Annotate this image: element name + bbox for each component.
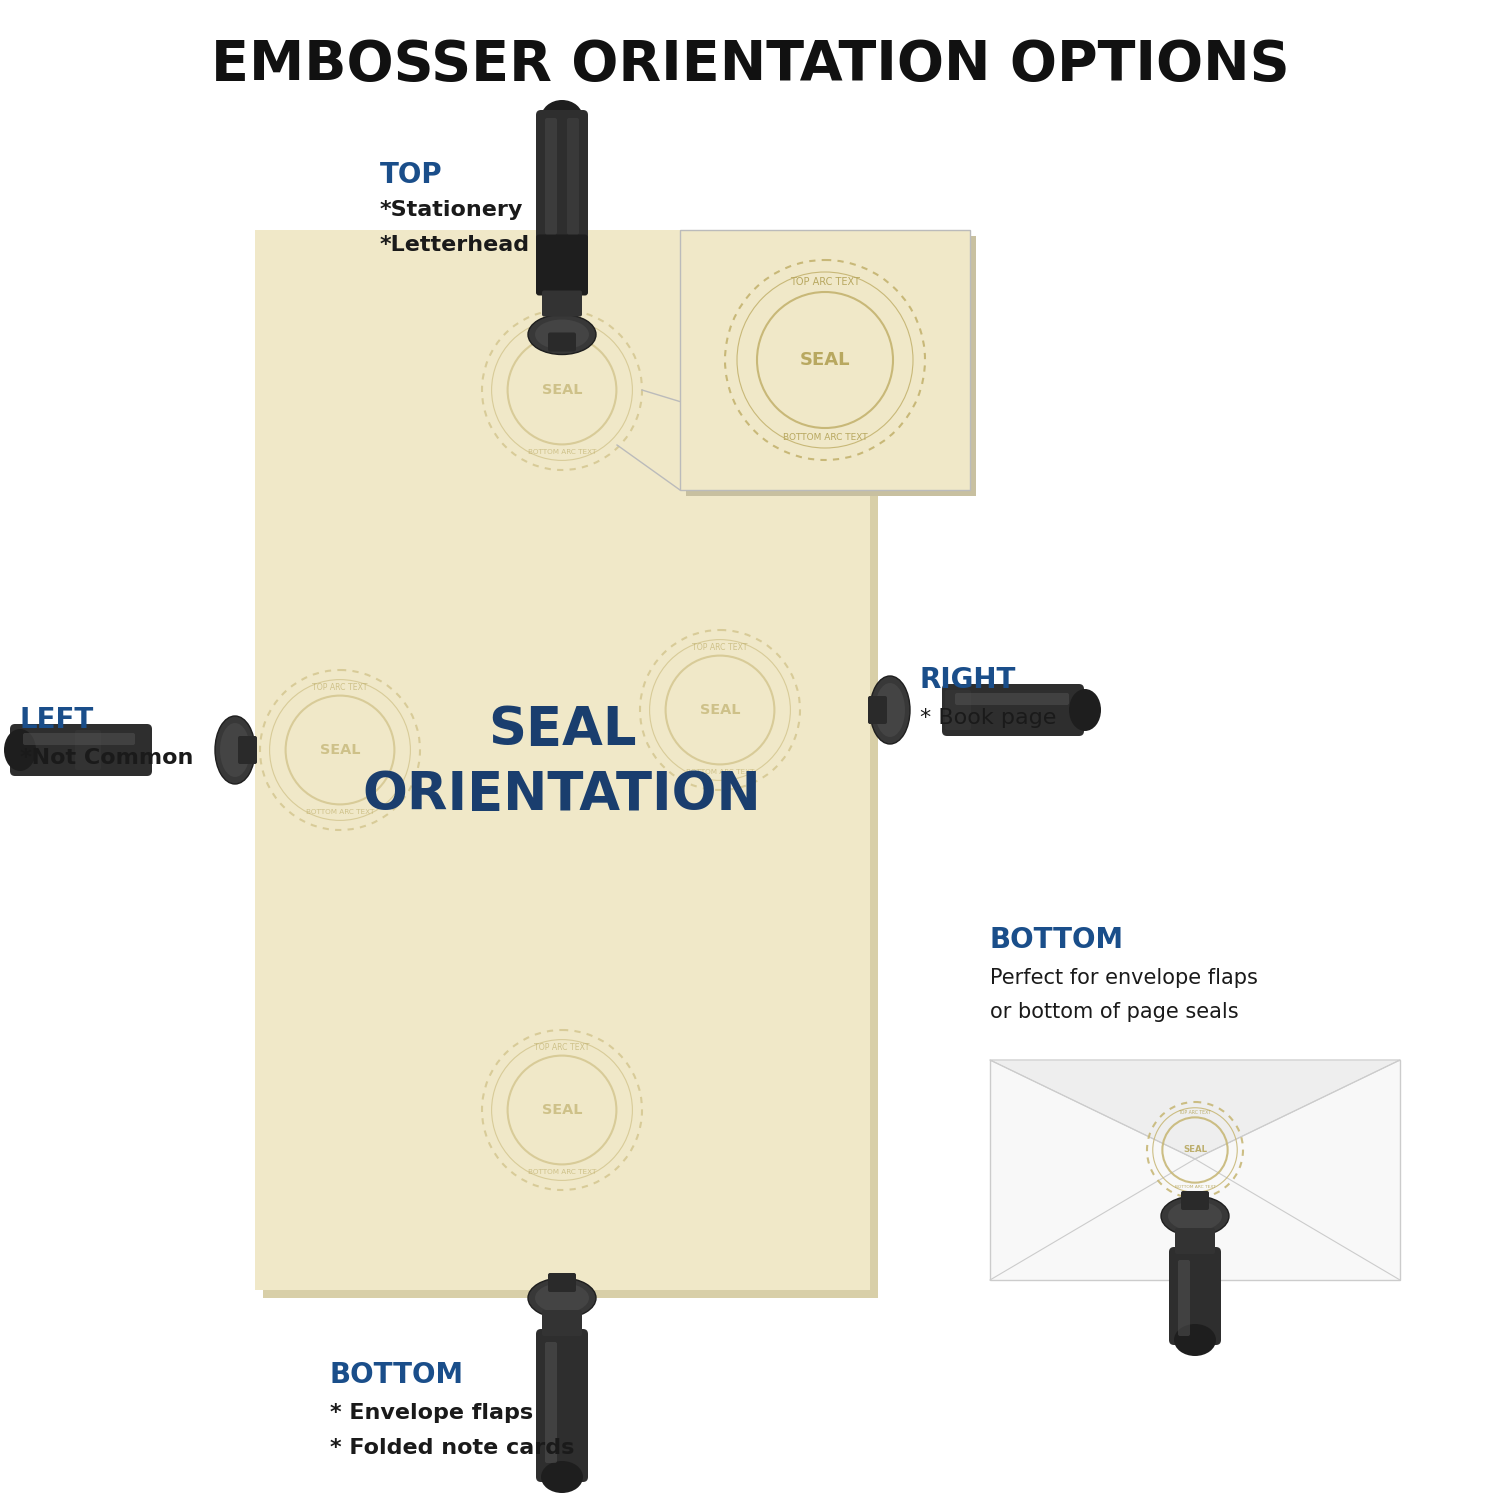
Text: *Stationery: *Stationery (380, 200, 524, 220)
Ellipse shape (542, 100, 584, 136)
FancyBboxPatch shape (956, 693, 1070, 705)
Text: BOTTOM: BOTTOM (330, 1360, 464, 1389)
Text: SEAL: SEAL (800, 351, 850, 369)
Text: TOP ARC TEXT: TOP ARC TEXT (312, 682, 368, 692)
FancyBboxPatch shape (567, 118, 579, 234)
Text: TOP ARC TEXT: TOP ARC TEXT (534, 1042, 590, 1052)
FancyBboxPatch shape (536, 234, 588, 296)
FancyBboxPatch shape (1178, 1260, 1190, 1336)
Text: BOTTOM ARC TEXT: BOTTOM ARC TEXT (1174, 1185, 1215, 1190)
Ellipse shape (874, 682, 904, 736)
Text: RIGHT: RIGHT (920, 666, 1017, 694)
FancyBboxPatch shape (255, 230, 870, 1290)
Text: ORIENTATION: ORIENTATION (363, 770, 762, 820)
Text: BOTTOM ARC TEXT: BOTTOM ARC TEXT (686, 770, 754, 776)
Polygon shape (990, 1060, 1400, 1160)
FancyBboxPatch shape (544, 118, 556, 234)
Ellipse shape (1168, 1202, 1222, 1231)
Ellipse shape (220, 723, 251, 777)
Ellipse shape (1161, 1196, 1228, 1236)
FancyBboxPatch shape (262, 238, 878, 1298)
Text: or bottom of page seals: or bottom of page seals (990, 1002, 1239, 1022)
Ellipse shape (536, 320, 590, 350)
FancyBboxPatch shape (10, 724, 152, 776)
Text: SEAL: SEAL (542, 1102, 582, 1118)
Ellipse shape (214, 716, 255, 784)
Text: TOP: TOP (380, 160, 442, 189)
FancyBboxPatch shape (542, 291, 582, 316)
FancyBboxPatch shape (868, 696, 886, 724)
Text: BOTTOM ARC TEXT: BOTTOM ARC TEXT (528, 450, 596, 456)
Text: SEAL: SEAL (699, 704, 741, 717)
Text: BOTTOM: BOTTOM (990, 926, 1124, 954)
Text: EMBOSSER ORIENTATION OPTIONS: EMBOSSER ORIENTATION OPTIONS (210, 38, 1290, 92)
Text: BOTTOM ARC TEXT: BOTTOM ARC TEXT (783, 433, 867, 442)
Text: BOTTOM ARC TEXT: BOTTOM ARC TEXT (306, 810, 374, 816)
Text: Perfect for envelope flaps: Perfect for envelope flaps (990, 968, 1258, 988)
FancyBboxPatch shape (680, 230, 970, 490)
Ellipse shape (528, 315, 596, 354)
FancyBboxPatch shape (542, 1310, 582, 1336)
Ellipse shape (528, 1278, 596, 1318)
FancyBboxPatch shape (945, 690, 970, 730)
FancyBboxPatch shape (1180, 1191, 1209, 1210)
Text: SEAL: SEAL (1184, 1146, 1208, 1155)
Text: SEAL: SEAL (488, 704, 636, 756)
Ellipse shape (1070, 688, 1101, 730)
Ellipse shape (4, 729, 36, 771)
Text: TOP ARC TEXT: TOP ARC TEXT (790, 278, 859, 286)
FancyBboxPatch shape (75, 730, 100, 770)
Text: * Book page: * Book page (920, 708, 1056, 728)
FancyBboxPatch shape (544, 1342, 556, 1462)
Text: LEFT: LEFT (20, 706, 94, 734)
Text: TOP ARC TEXT: TOP ARC TEXT (692, 644, 747, 652)
Text: BOTTOM ARC TEXT: BOTTOM ARC TEXT (528, 1170, 596, 1176)
FancyBboxPatch shape (1174, 1228, 1215, 1254)
Ellipse shape (536, 1282, 590, 1312)
Text: TOP ARC TEXT: TOP ARC TEXT (534, 322, 590, 332)
FancyBboxPatch shape (22, 734, 135, 746)
FancyBboxPatch shape (942, 684, 1084, 736)
Ellipse shape (870, 676, 910, 744)
FancyBboxPatch shape (536, 1329, 588, 1482)
Text: TOP ARC TEXT: TOP ARC TEXT (1179, 1110, 1212, 1114)
FancyBboxPatch shape (548, 1274, 576, 1292)
Ellipse shape (1174, 1324, 1216, 1356)
Ellipse shape (542, 1461, 584, 1492)
Text: SEAL: SEAL (542, 382, 582, 398)
FancyBboxPatch shape (548, 333, 576, 351)
FancyBboxPatch shape (1168, 1246, 1221, 1346)
FancyBboxPatch shape (686, 236, 976, 496)
FancyBboxPatch shape (536, 110, 588, 258)
Text: *Not Common: *Not Common (20, 748, 194, 768)
Text: * Folded note cards: * Folded note cards (330, 1438, 574, 1458)
FancyBboxPatch shape (990, 1060, 1400, 1280)
Text: *Letterhead: *Letterhead (380, 236, 530, 255)
Text: * Envelope flaps: * Envelope flaps (330, 1402, 532, 1423)
Text: SEAL: SEAL (320, 742, 360, 758)
FancyBboxPatch shape (238, 736, 256, 764)
